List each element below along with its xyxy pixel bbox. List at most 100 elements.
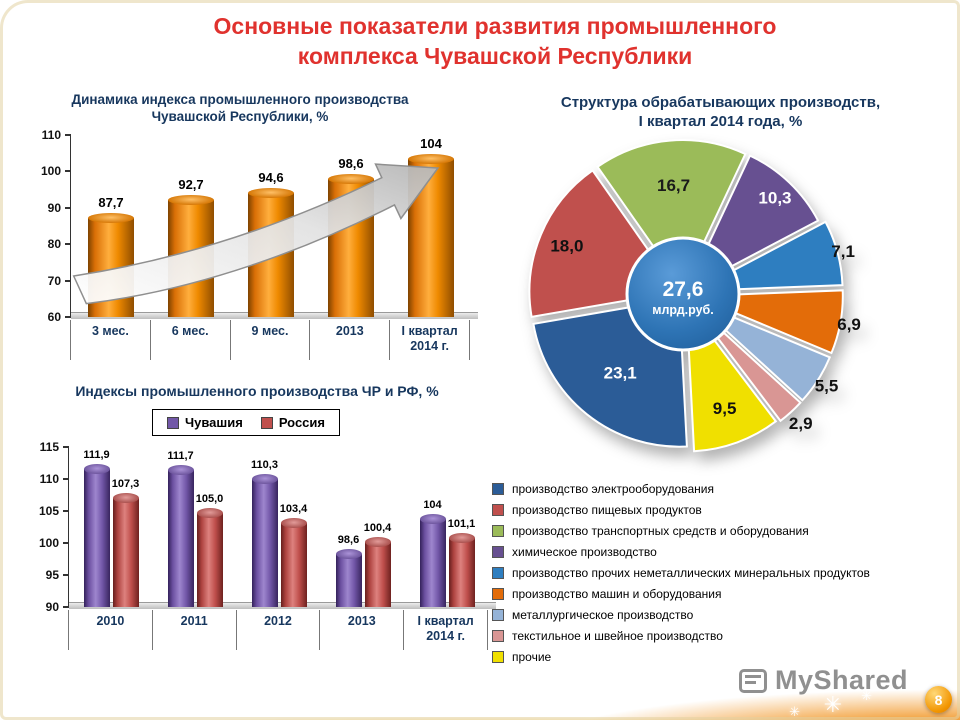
- x-axis-label: 2013: [310, 320, 391, 360]
- legend-swatch: [260, 416, 273, 429]
- pie-legend-item: металлургическое производство: [492, 604, 957, 625]
- y-axis-label: 70: [47, 273, 61, 288]
- y-axis-label: 90: [45, 600, 59, 614]
- bar-top-cap: [328, 173, 374, 184]
- x-axis-label: 3 мес.: [70, 320, 151, 360]
- pie-legend-label: производство машин и оборудования: [512, 586, 722, 601]
- bar-chart-industrial-index: 60 70 80 90 100 110 87,7 92,7 94,6 98,6 104 3 мес. 6…: [30, 128, 495, 371]
- bar-top-cap: [280, 518, 307, 529]
- bar-top-cap: [83, 463, 110, 474]
- pie-legend-swatch: [492, 482, 504, 495]
- chart2-title: Индексы промышленного производства ЧР и …: [75, 383, 439, 399]
- pie-legend-item: производство электрооборудования: [492, 478, 957, 499]
- y-tick-mark: [65, 316, 71, 318]
- y-axis-label: 100: [38, 536, 59, 550]
- x-axis-label: 2011: [153, 610, 237, 650]
- legend-label: Россия: [278, 415, 325, 430]
- sparkle-icon: ✳: [789, 704, 800, 719]
- pie-legend-swatch: [492, 608, 504, 621]
- pie-legend-label: прочие: [512, 649, 552, 664]
- myshared-watermark[interactable]: MyShared: [738, 665, 908, 696]
- bar-value-label: 101,1: [447, 517, 476, 530]
- page-number-badge: 8: [925, 686, 952, 713]
- bar-value-label: 87,7: [98, 195, 124, 211]
- myshared-logo-text: MyShared: [774, 665, 908, 695]
- legend-swatch: [167, 416, 179, 429]
- bar: [248, 188, 294, 317]
- bar-value-label: 105,0: [195, 493, 224, 505]
- y-tick-mark: [63, 542, 69, 544]
- bar-top-cap: [248, 188, 294, 199]
- pie-legend-label: металлургическое производство: [512, 607, 694, 622]
- y-tick-mark: [65, 170, 71, 173]
- pie-center-value: 27,6: [663, 278, 704, 301]
- x-axis-label: 2010: [68, 610, 153, 650]
- bar-value-label: 98,6: [338, 155, 364, 171]
- y-axis-label: 115: [39, 440, 59, 454]
- myshared-logo-icon: [738, 668, 767, 693]
- x-axis-label: 2013: [320, 610, 405, 650]
- bar: [364, 537, 391, 607]
- pie-legend-item: текстильное и швейное производство: [492, 625, 957, 646]
- pie-legend-item: прочие: [492, 646, 957, 667]
- slide-title-line1: Основные показатели развития промышленно…: [213, 13, 777, 39]
- bar-top-cap: [364, 537, 391, 548]
- x-axis-label: 9 мес.: [231, 320, 311, 360]
- bar-top-cap: [251, 474, 278, 485]
- y-tick-mark: [63, 606, 69, 608]
- pie-legend-label: химическое производство: [512, 544, 657, 559]
- bar-top-cap: [196, 508, 223, 518]
- pie-legend-swatch: [492, 503, 504, 516]
- bar-top-cap: [88, 213, 134, 224]
- pie-slice: [596, 139, 747, 291]
- bar-value-label: 92,7: [178, 176, 204, 192]
- pie-legend-item: производство прочих неметаллических мине…: [492, 562, 957, 583]
- bar-value-label: 104: [420, 135, 442, 151]
- y-axis-label: 90: [47, 200, 61, 215]
- plot-area: 60 70 80 90 100 110 87,7 92,7 94,6 98,6 104: [41, 128, 478, 324]
- bar-value-label: 110,3: [251, 459, 278, 472]
- pie-legend-label: производство пищевых продуктов: [512, 502, 702, 517]
- y-axis-label: 110: [41, 128, 61, 142]
- pie-legend-swatch: [492, 566, 504, 579]
- pie-chart-manufacturing-structure: 16,7 10,3 7,1 6,9 5,52,9 9,5 23,1 18,0 27,6 млрд.…: [528, 139, 861, 453]
- chart1-title: Динамика индекса промышленного производс…: [71, 92, 409, 124]
- chart2-legend: Чувашия Россия: [152, 409, 340, 436]
- pie-slice-label: 16,7: [657, 176, 690, 195]
- x-axis-label: I квартал 2014 г.: [404, 610, 488, 650]
- y-tick-mark: [65, 243, 71, 246]
- bar: [88, 213, 134, 317]
- bar-top-cap: [112, 493, 139, 504]
- bar-value-label: 103,4: [279, 503, 308, 516]
- y-tick-mark: [65, 134, 71, 136]
- pie-chart-title: Структура обрабатывающих производств, I …: [498, 94, 943, 132]
- slide-title: Основные показатели развития промышленно…: [100, 12, 890, 72]
- bar: [83, 463, 110, 607]
- pie-legend-label: производство транспортных средств и обор…: [512, 523, 809, 538]
- bar-value-label: 107,3: [111, 478, 140, 491]
- bar-value-label: 94,6: [258, 170, 284, 186]
- bar-top-cap: [167, 465, 194, 476]
- pie-legend-swatch: [492, 629, 504, 642]
- y-tick-mark: [63, 574, 69, 576]
- pie-center-circle: [625, 236, 741, 352]
- pie-legend-item: производство пищевых продуктов: [492, 499, 957, 520]
- y-tick-mark: [63, 478, 69, 480]
- bar-value-label: 111,9: [83, 448, 110, 461]
- bar-value-label: 111,7: [167, 450, 194, 463]
- bar: [280, 518, 307, 607]
- bar: [168, 194, 214, 317]
- bar: [112, 493, 139, 607]
- bar-top-cap: [168, 194, 214, 205]
- bar: [448, 532, 475, 607]
- bar-top-cap: [419, 514, 446, 525]
- pie-title-line1: Структура обрабатывающих производств,: [560, 94, 881, 111]
- pie-slice-label: 10,3: [758, 189, 791, 208]
- pie-legend-label: производство прочих неметаллических мине…: [512, 565, 870, 580]
- bar-value-label: 98,6: [337, 533, 360, 546]
- pie-legend-item: химическое производство: [492, 541, 957, 562]
- pie-slice-label: 2,9: [789, 414, 813, 433]
- y-axis-label: 105: [38, 504, 59, 518]
- y-tick-mark: [65, 279, 71, 282]
- pie-slice-label: 7,1: [831, 242, 855, 261]
